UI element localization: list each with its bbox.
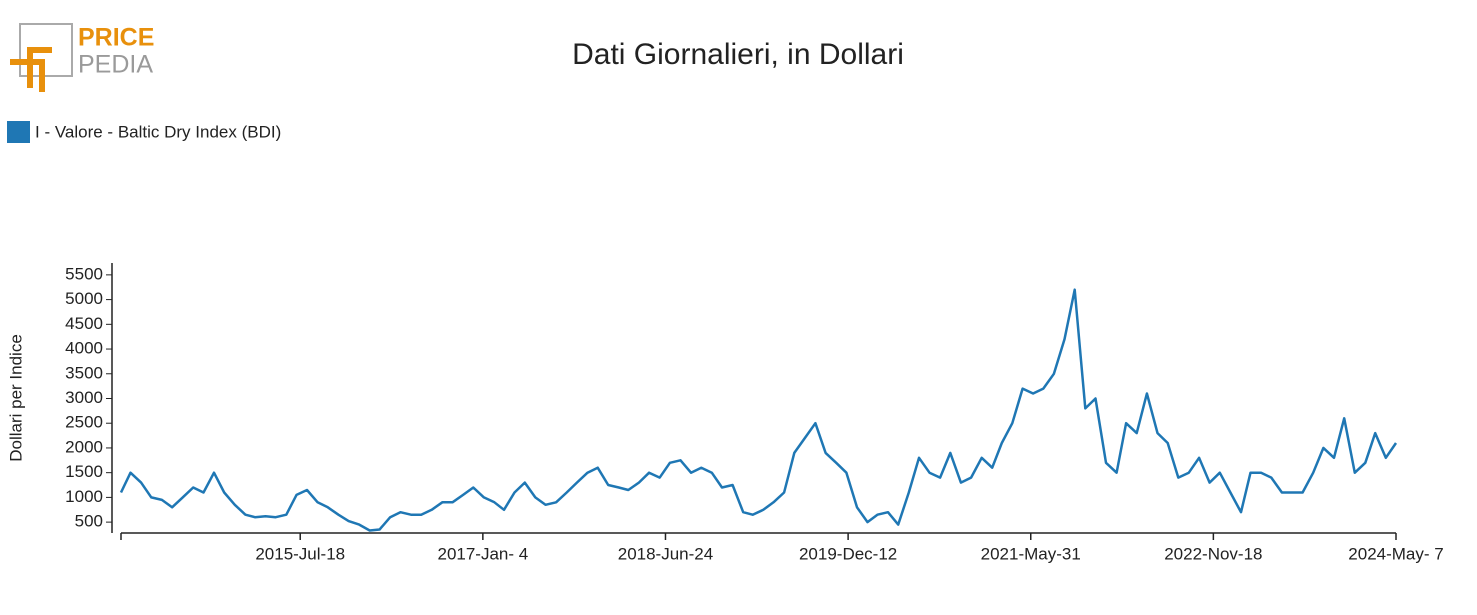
y-tick-label: 5000 — [65, 289, 103, 308]
legend-swatch — [7, 121, 30, 143]
x-tick-label: 2015-Jul-18 — [255, 544, 345, 563]
x-tick-label: 2018-Jun-24 — [618, 544, 713, 563]
x-tick-label: 2022-Nov-18 — [1164, 544, 1262, 563]
x-tick-label: 2021-May-31 — [981, 544, 1081, 563]
chart-title: Dati Giornalieri, in Dollari — [572, 38, 904, 71]
y-tick-label: 3500 — [65, 363, 103, 382]
logo-text: PRICE — [78, 24, 154, 52]
y-tick-label: 500 — [75, 512, 103, 531]
y-tick-label: 1000 — [65, 487, 103, 506]
y-axis-label: Dollari per Indice — [6, 334, 25, 462]
y-tick-label: 5500 — [65, 264, 103, 283]
y-tick-label: 2500 — [65, 413, 103, 432]
x-tick-label: 2024-May- 7 — [1348, 544, 1443, 563]
x-tick-label: 2017-Jan- 4 — [437, 544, 528, 563]
logo-text: PEDIA — [78, 51, 153, 79]
logo-mark — [10, 47, 52, 92]
y-tick-label: 2000 — [65, 437, 103, 456]
y-tick-label: 4000 — [65, 339, 103, 358]
logo-frame — [19, 23, 73, 77]
y-tick-label: 1500 — [65, 462, 103, 481]
y-tick-label: 3000 — [65, 388, 103, 407]
logo: PRICE PEDIA — [10, 23, 154, 92]
legend-label: I - Valore - Baltic Dry Index (BDI) — [35, 122, 281, 141]
x-tick-label: 2019-Dec-12 — [799, 544, 897, 563]
data-line — [119, 288, 1398, 532]
y-tick-label: 4500 — [65, 314, 103, 333]
